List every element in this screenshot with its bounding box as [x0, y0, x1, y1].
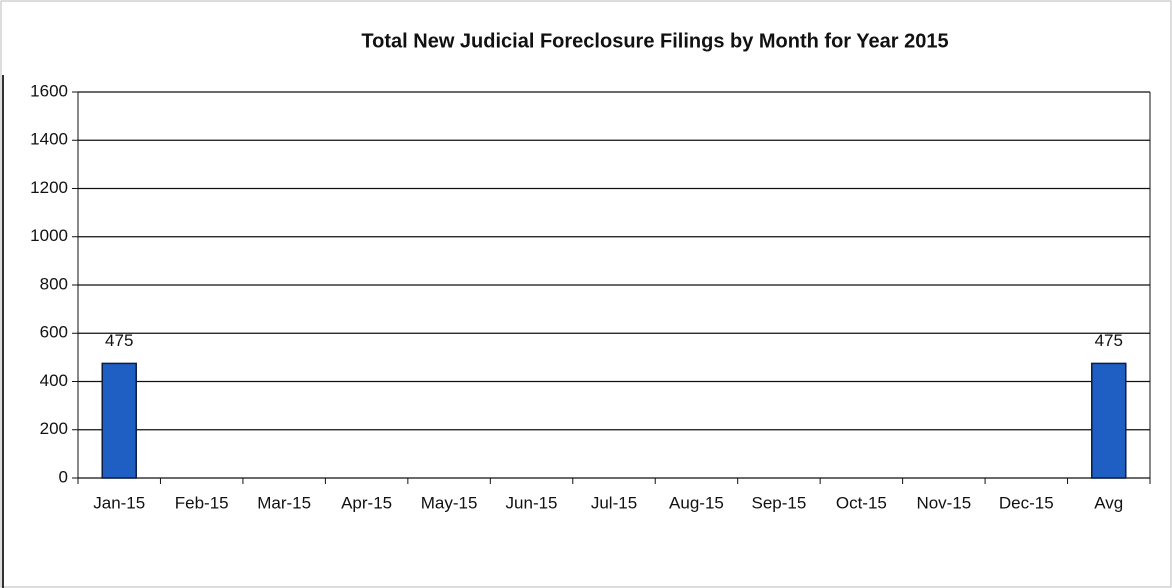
y-tick-label: 1000 [30, 226, 68, 245]
y-tick-label: 800 [40, 274, 68, 293]
x-tick-label: Jan-15 [93, 493, 145, 512]
x-tick-label: Avg [1094, 493, 1123, 512]
y-tick-label: 200 [40, 419, 68, 438]
x-tick-label: Nov-15 [916, 493, 971, 512]
x-tick-label: Apr-15 [341, 493, 392, 512]
x-tick-label: May-15 [421, 493, 478, 512]
bar [1091, 362, 1127, 479]
y-tick-label: 1200 [30, 178, 68, 197]
data-label: 475 [1095, 331, 1123, 350]
x-tick-label: Jun-15 [506, 493, 558, 512]
x-tick-label: Sep-15 [752, 493, 807, 512]
y-tick-label: 1600 [30, 81, 68, 100]
y-tick-label: 600 [40, 323, 68, 342]
x-tick-label: Mar-15 [257, 493, 311, 512]
y-tick-label: 400 [40, 371, 68, 390]
y-tick-label: 0 [59, 467, 68, 486]
data-label: 475 [105, 331, 133, 350]
x-tick-label: Dec-15 [999, 493, 1054, 512]
y-tick-label: 1400 [30, 130, 68, 149]
x-tick-label: Oct-15 [836, 493, 887, 512]
x-tick-label: Feb-15 [175, 493, 229, 512]
chart-title: Total New Judicial Foreclosure Filings b… [361, 30, 948, 52]
x-tick-label: Jul-15 [591, 493, 637, 512]
bar [101, 362, 137, 479]
x-tick-label: Aug-15 [669, 493, 724, 512]
